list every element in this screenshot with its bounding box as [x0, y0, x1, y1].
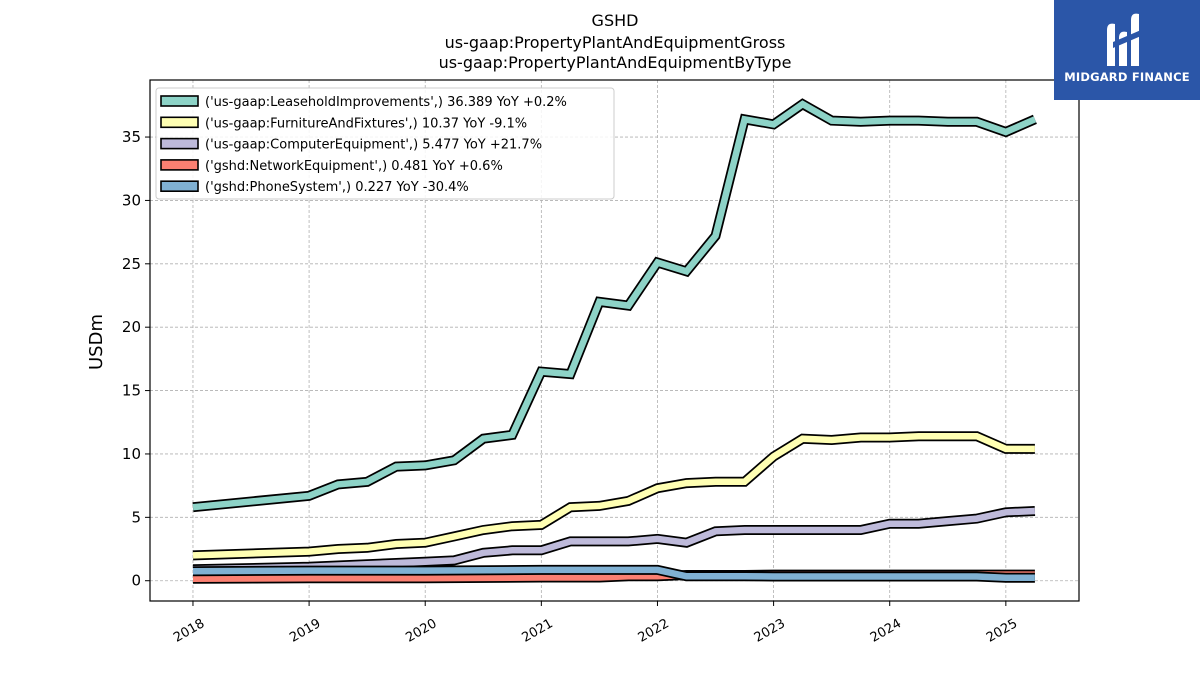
x-tick-label: 2022: [636, 616, 672, 646]
y-tick-label: 15: [122, 382, 141, 400]
y-tick-label: 20: [122, 318, 141, 336]
y-tick-label: 35: [122, 128, 141, 146]
chart-title: GSHD us-gaap:PropertyPlantAndEquipmentGr…: [439, 11, 792, 72]
legend-label: ('us-gaap:FurnitureAndFixtures',) 10.37 …: [205, 116, 527, 131]
midgard-logo-mark-icon: [1107, 13, 1141, 67]
logo-text: MIDGARD FINANCE: [1064, 70, 1190, 84]
y-axis: 0 5 10 15 20 25 30 35: [122, 128, 150, 590]
x-tick-label: 2018: [171, 616, 207, 646]
series-lines: [192, 98, 1037, 584]
legend-label: ('us-gaap:LeaseholdImprovements',) 36.38…: [205, 95, 567, 110]
series-line: [192, 507, 1036, 573]
y-tick-label: 5: [131, 508, 141, 526]
chart-title-line: us-gaap:PropertyPlantAndEquipmentGross: [445, 33, 786, 52]
x-tick-label: 2025: [984, 616, 1020, 646]
legend-label: ('us-gaap:ComputerEquipment',) 5.477 YoY…: [205, 138, 542, 153]
legend-swatch: [160, 95, 199, 107]
series-line: [192, 432, 1035, 559]
y-tick-label: 25: [122, 255, 141, 273]
legend-box: [155, 87, 615, 200]
series-2: [192, 506, 1036, 575]
x-tick-label: 2019: [287, 616, 323, 646]
x-tick-label: 2024: [868, 616, 904, 646]
series-line: [192, 566, 1035, 582]
x-tick-label: 2023: [752, 616, 788, 646]
x-tick-label: 2020: [403, 616, 439, 646]
legend-swatch: [160, 180, 199, 192]
legend-swatch: [160, 116, 199, 129]
y-tick-label: 10: [122, 445, 141, 463]
legend-label: ('gshd:PhoneSystem',) 0.227 YoY -30.4%: [205, 180, 469, 195]
legend-swatch: [160, 159, 199, 171]
chart-title-line: us-gaap:PropertyPlantAndEquipmentByType: [439, 53, 792, 72]
plot-frame: [149, 79, 1080, 602]
series-1: [192, 431, 1035, 561]
legend: ('us-gaap:LeaseholdImprovements',) 36.38…: [155, 87, 615, 200]
series-4: [192, 564, 1035, 583]
y-axis-label: USDm: [86, 314, 107, 370]
series-line: [192, 100, 1037, 511]
x-tick-label: 2021: [520, 616, 556, 646]
midgard-finance-logo: MIDGARD FINANCE: [1054, 0, 1200, 100]
chart-title-line: GSHD: [592, 11, 639, 30]
x-axis: 2018 2019 2020 2021 2022 2023 2024 2025: [171, 601, 1020, 646]
legend-label: ('gshd:NetworkEquipment',) 0.481 YoY +0.…: [205, 159, 503, 174]
legend-swatch: [160, 137, 199, 150]
series-0: [192, 98, 1037, 513]
y-tick-label: 30: [122, 191, 141, 209]
y-tick-label: 0: [131, 572, 141, 590]
